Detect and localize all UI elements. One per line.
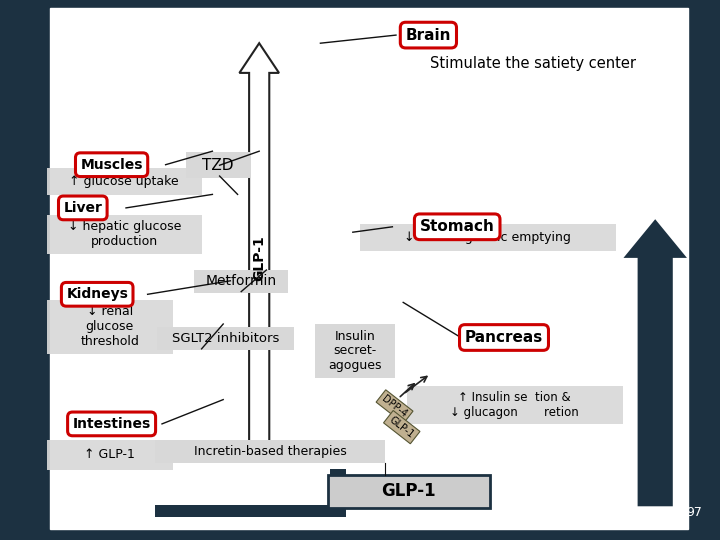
Text: Liver: Liver xyxy=(63,201,102,215)
Text: SGLT2 inhibitors: SGLT2 inhibitors xyxy=(171,332,279,345)
Polygon shape xyxy=(239,43,279,451)
FancyBboxPatch shape xyxy=(360,224,616,251)
Text: GLP-1: GLP-1 xyxy=(252,235,266,281)
Polygon shape xyxy=(626,221,684,505)
Text: TZD: TZD xyxy=(202,158,234,173)
FancyBboxPatch shape xyxy=(407,386,623,424)
Text: ↑ glucose uptake: ↑ glucose uptake xyxy=(69,176,179,188)
FancyBboxPatch shape xyxy=(330,469,346,517)
FancyBboxPatch shape xyxy=(47,215,202,254)
Text: Kidneys: Kidneys xyxy=(66,287,128,301)
Text: Intestines: Intestines xyxy=(73,417,150,431)
Text: GLP-1: GLP-1 xyxy=(382,482,436,501)
Text: Stimulate the satiety center: Stimulate the satiety center xyxy=(430,56,636,71)
Text: ↓ hepatic glucose
production: ↓ hepatic glucose production xyxy=(68,220,181,248)
FancyBboxPatch shape xyxy=(47,440,173,470)
Text: DPP-4: DPP-4 xyxy=(380,394,409,420)
Text: Incretin-based therapies: Incretin-based therapies xyxy=(194,445,346,458)
FancyBboxPatch shape xyxy=(157,327,294,350)
Text: 97: 97 xyxy=(686,507,702,519)
Text: Brain: Brain xyxy=(405,28,451,43)
FancyBboxPatch shape xyxy=(315,324,395,378)
Text: Pancreas: Pancreas xyxy=(465,330,543,345)
Text: ↓ rate or gastric emptying: ↓ rate or gastric emptying xyxy=(405,231,571,244)
FancyBboxPatch shape xyxy=(194,270,288,293)
FancyBboxPatch shape xyxy=(155,505,346,517)
FancyBboxPatch shape xyxy=(155,440,385,463)
Text: Stomach: Stomach xyxy=(420,219,495,234)
Text: ↓ renal
glucose
threshold: ↓ renal glucose threshold xyxy=(81,305,139,348)
Text: ↑ Insulin se  tion &
↓ glucagon       retion: ↑ Insulin se tion & ↓ glucagon retion xyxy=(451,391,579,419)
FancyBboxPatch shape xyxy=(47,300,173,354)
Text: ↑ GLP-1: ↑ GLP-1 xyxy=(84,448,135,462)
FancyBboxPatch shape xyxy=(328,475,490,508)
Text: Muscles: Muscles xyxy=(81,158,143,172)
FancyBboxPatch shape xyxy=(186,152,251,178)
Text: Metformin: Metformin xyxy=(206,274,276,288)
Text: GLP-1: GLP-1 xyxy=(387,415,416,440)
FancyBboxPatch shape xyxy=(47,168,202,195)
Text: Insulin
secret-
agogues: Insulin secret- agogues xyxy=(328,329,382,373)
